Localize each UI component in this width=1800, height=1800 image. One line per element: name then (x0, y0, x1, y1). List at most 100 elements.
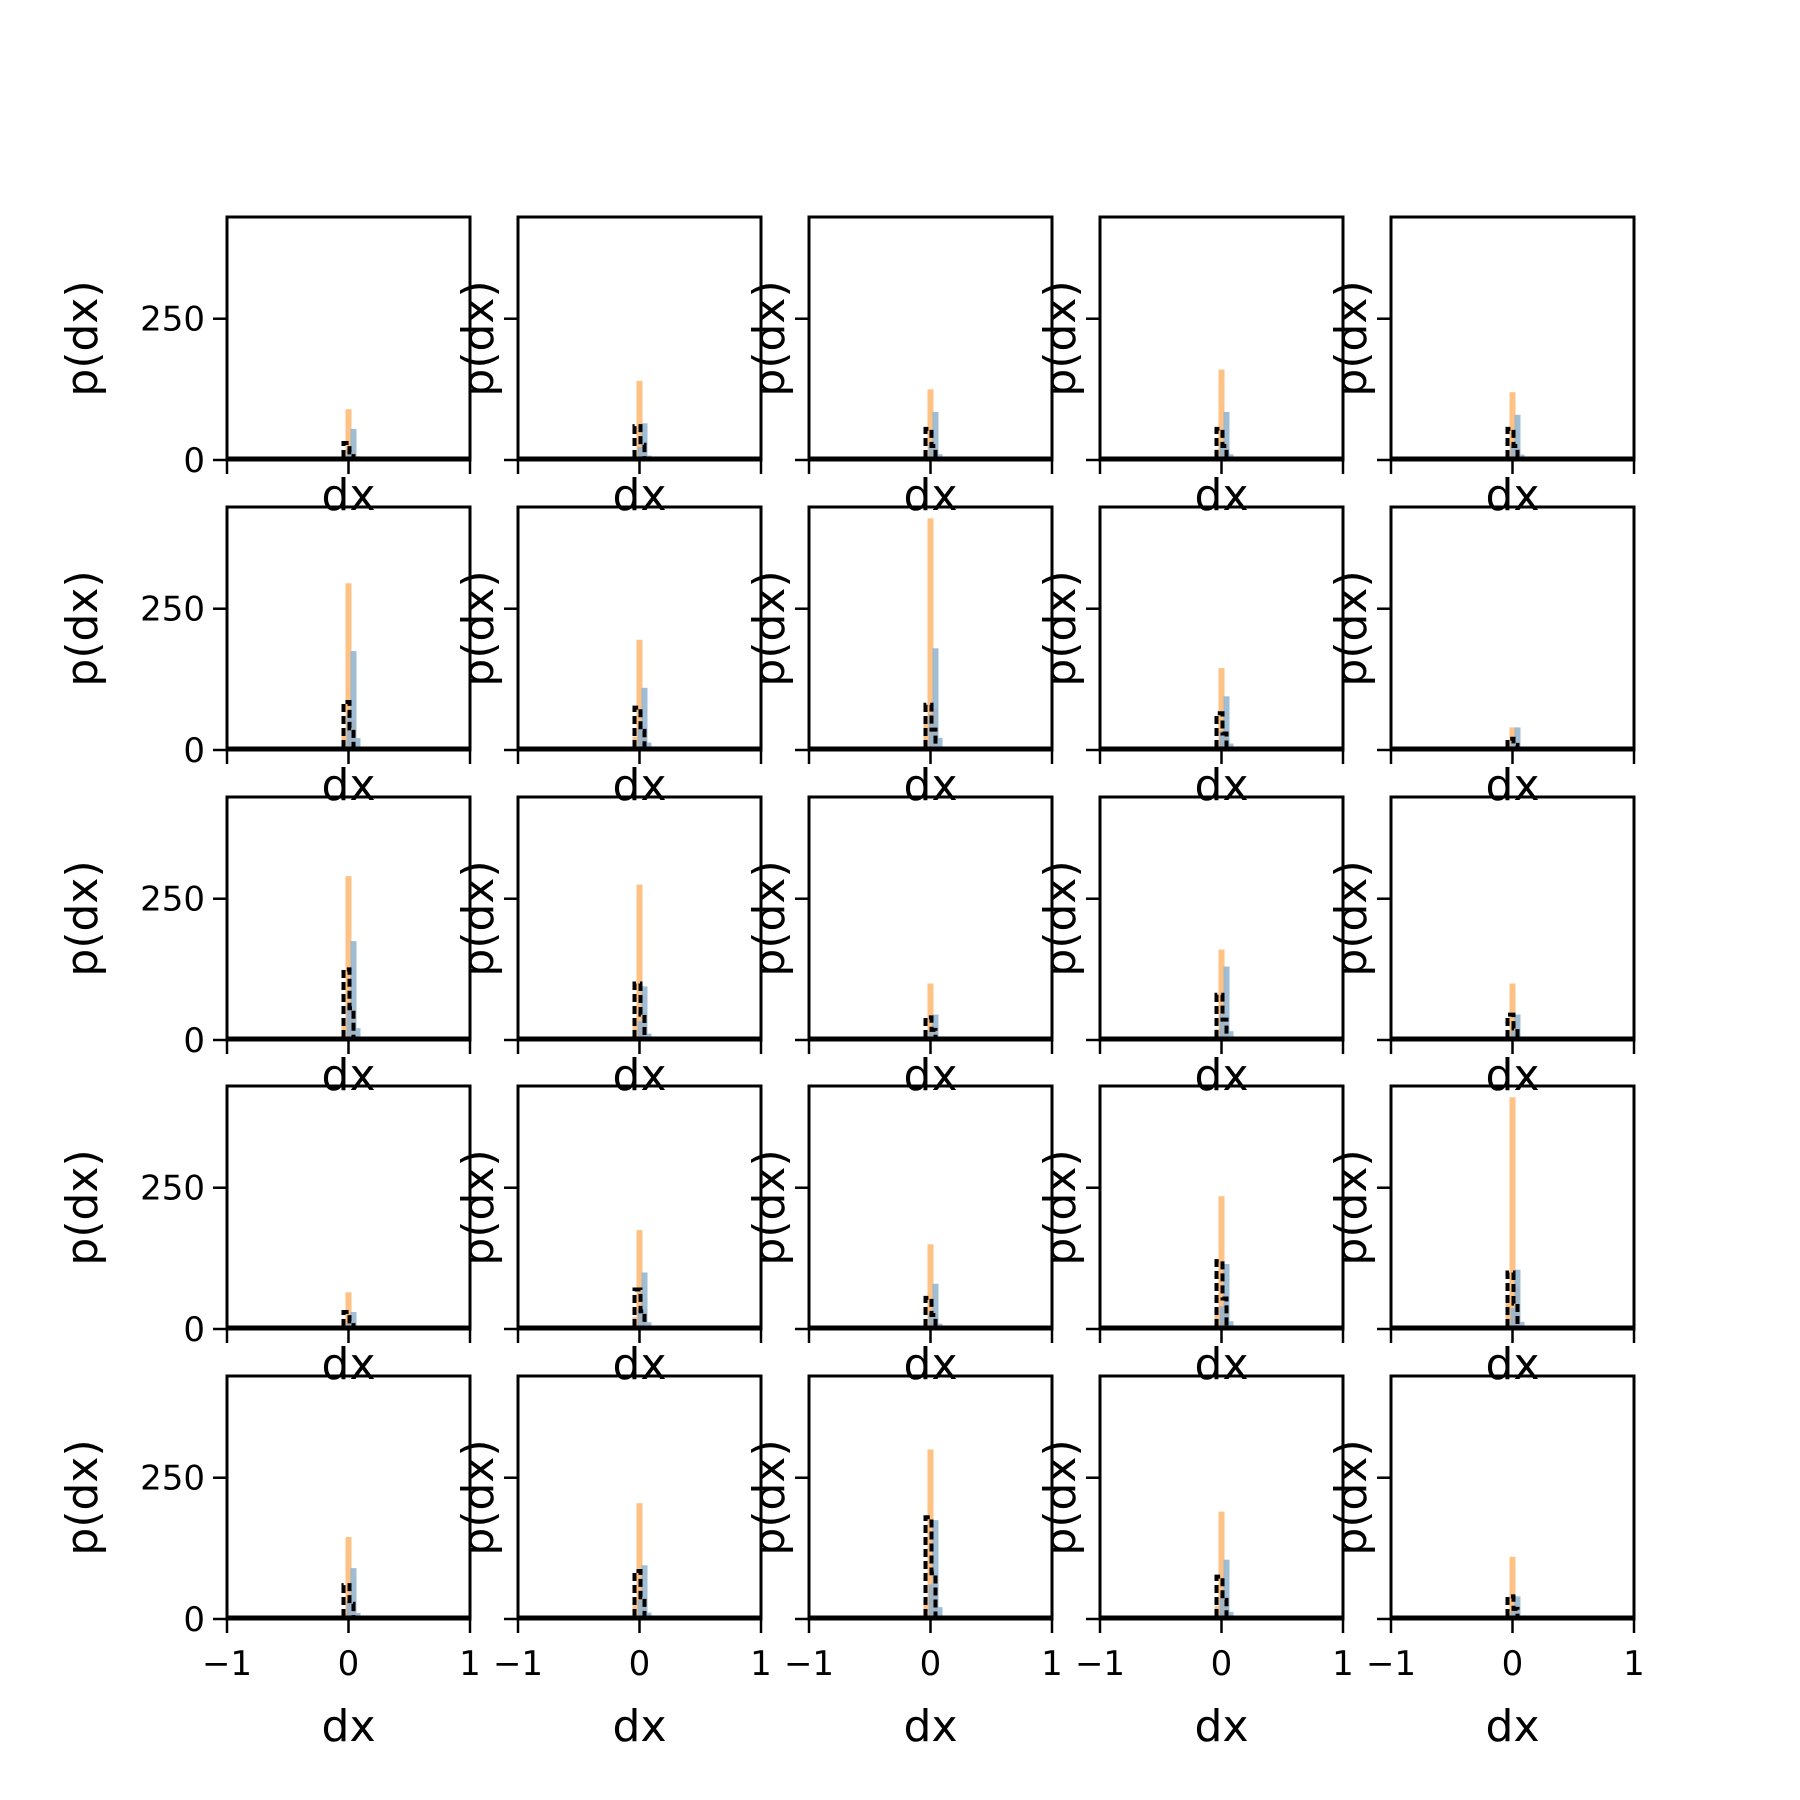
blue-bar (350, 428, 357, 458)
y-tick-label: 250 (140, 1169, 205, 1209)
y-tick-label: 250 (140, 300, 205, 340)
blue-bar (1514, 1014, 1521, 1038)
x-axis-label: dx (1486, 1050, 1540, 1101)
black-dashed-step (632, 1287, 647, 1327)
y-axis-label: p(dx) (744, 860, 795, 976)
subplot-r3-c2: dx p(dx) (744, 1084, 1054, 1390)
y-axis-label: p(dx) (1035, 570, 1086, 686)
black-dashed-step (1505, 1594, 1520, 1617)
y-tick-label: 0 (183, 731, 205, 771)
y-axis-label: p(dx) (57, 280, 108, 396)
orange-bar (636, 884, 643, 1038)
x-axis-label: dx (1195, 1050, 1249, 1101)
blue-bar (637, 1021, 642, 1038)
blue-bar (1223, 411, 1230, 458)
orange-bar (345, 1537, 352, 1617)
blue-bar (932, 1520, 939, 1617)
black-dashed-step (341, 1583, 356, 1617)
orange-bar (341, 729, 346, 748)
black-dashed-step (923, 1295, 938, 1327)
orange-bar (632, 1021, 637, 1038)
blue-bar (1514, 1269, 1521, 1327)
subplot-r2-c3: dx p(dx) (1035, 795, 1345, 1101)
y-axis-label: p(dx) (57, 1439, 108, 1555)
subplot-r1-c1: dx p(dx) (453, 505, 763, 811)
orange-bar (345, 583, 352, 748)
blue-bar (350, 1568, 357, 1617)
x-axis-label: dx (904, 1701, 958, 1752)
blue-bar (1219, 1014, 1224, 1038)
x-axis-label: dx (1486, 760, 1540, 811)
x-axis-label: dx (613, 1339, 667, 1390)
black-dashed-step (1214, 1259, 1229, 1327)
blue-bar (928, 1313, 933, 1327)
blue-bar (938, 737, 943, 748)
x-tick-label: 1 (750, 1644, 772, 1684)
x-axis-label: dx (613, 1050, 667, 1101)
blue-bar (1219, 443, 1224, 458)
blue-bar (1219, 1598, 1224, 1617)
blue-bar (938, 1607, 943, 1617)
blue-bar (1510, 1031, 1515, 1038)
y-axis-label: p(dx) (453, 1149, 504, 1265)
blue-bar (637, 447, 642, 458)
subplot-r0-c1: dx p(dx) (453, 215, 763, 521)
y-axis-label: p(dx) (1326, 860, 1377, 976)
x-axis-label: dx (1195, 470, 1249, 521)
blue-bar (641, 1565, 648, 1617)
x-axis-label: dx (904, 470, 958, 521)
black-dashed-step (923, 1015, 938, 1038)
black-dashed-step (1214, 426, 1229, 458)
black-dashed-step (632, 1568, 647, 1617)
x-tick-label: 0 (1211, 1644, 1233, 1684)
orange-bar (636, 1230, 643, 1327)
subplot-r0-c0: 0 250 dx p(dx) (57, 215, 472, 521)
x-tick-label: −1 (493, 1644, 543, 1684)
blue-bar (1223, 696, 1230, 748)
blue-bar (1520, 1321, 1525, 1327)
orange-bar (345, 409, 352, 458)
blue-bar (1229, 454, 1234, 458)
blue-bar (350, 1312, 357, 1327)
blue-bar (1229, 1031, 1234, 1038)
blue-bar (346, 1323, 351, 1327)
x-axis-label: dx (322, 1339, 376, 1390)
orange-bar (341, 1020, 346, 1038)
orange-bar (345, 876, 352, 1038)
x-tick-label: 0 (1502, 1644, 1524, 1684)
y-axis-label: p(dx) (744, 1149, 795, 1265)
subplot-r4-c2: −1 0 1 dx p(dx) (744, 1374, 1063, 1752)
black-dashed-step (1214, 711, 1229, 748)
x-axis-label: dx (1486, 1701, 1540, 1752)
subplot-r4-c1: −1 0 1 dx p(dx) (453, 1374, 772, 1752)
subplot-r2-c0: 0 250 dx p(dx) (57, 795, 472, 1101)
x-tick-label: 0 (920, 1644, 942, 1684)
black-dashed-step (632, 705, 647, 748)
blue-bar (1514, 1596, 1521, 1617)
y-axis-label: p(dx) (1326, 570, 1377, 686)
blue-bar (1219, 1306, 1224, 1327)
blue-bar (1223, 1264, 1230, 1327)
orange-bar (927, 389, 934, 458)
blue-bar (641, 423, 648, 458)
x-axis-label: dx (904, 1050, 958, 1101)
y-axis-label: p(dx) (744, 570, 795, 686)
blue-bar (938, 1323, 943, 1327)
x-tick-label: 1 (459, 1644, 481, 1684)
black-dashed-step (341, 699, 356, 748)
orange-bar (1509, 392, 1516, 458)
blue-bar (1219, 731, 1224, 748)
subplot-r4-c4: −1 0 1 dx p(dx) (1326, 1374, 1645, 1752)
x-axis-label: dx (904, 1339, 958, 1390)
blue-bar (1510, 1611, 1515, 1617)
blue-bar (356, 738, 361, 748)
subplot-r1-c0: 0 250 dx p(dx) (57, 505, 472, 811)
subplot-r3-c4: dx p(dx) (1326, 1084, 1636, 1390)
y-tick-label: 0 (183, 1600, 205, 1640)
blue-bar (356, 1612, 361, 1617)
orange-bar (636, 639, 643, 748)
blue-bar (1520, 454, 1525, 458)
y-axis-label: p(dx) (1035, 1149, 1086, 1265)
y-axis-label: p(dx) (1326, 1149, 1377, 1265)
